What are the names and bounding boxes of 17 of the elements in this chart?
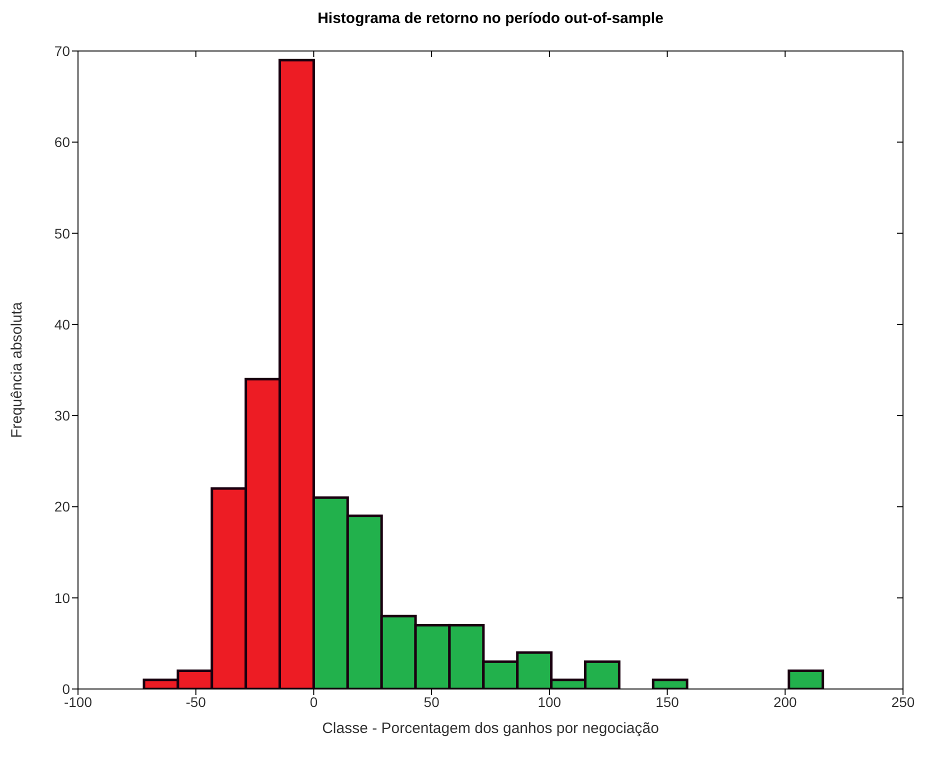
x-tick-label: 100 bbox=[538, 694, 562, 710]
x-tick-label: 200 bbox=[773, 694, 798, 710]
y-tick-label: 20 bbox=[54, 498, 70, 515]
x-axis-title: Classe - Porcentagem dos ganhos por negociação bbox=[322, 720, 659, 737]
x-tick-label: -50 bbox=[186, 694, 206, 710]
y-tick-label: 30 bbox=[54, 408, 70, 424]
y-tick-label: 10 bbox=[54, 590, 70, 606]
x-tick-label: 0 bbox=[310, 694, 318, 710]
y-axis-title: Frequência absoluta bbox=[8, 301, 26, 438]
x-tick-label: 250 bbox=[891, 694, 915, 710]
y-tick-label: 70 bbox=[54, 42, 70, 59]
x-tick-label: 50 bbox=[424, 694, 440, 710]
y-tick-label: 40 bbox=[54, 316, 70, 332]
chart-title: Histograma de retorno no período out-of-sample bbox=[316, 10, 664, 27]
x-tick-label: 150 bbox=[656, 694, 680, 710]
y-tick-label: 60 bbox=[54, 134, 70, 150]
y-tick-label: 50 bbox=[54, 225, 70, 242]
